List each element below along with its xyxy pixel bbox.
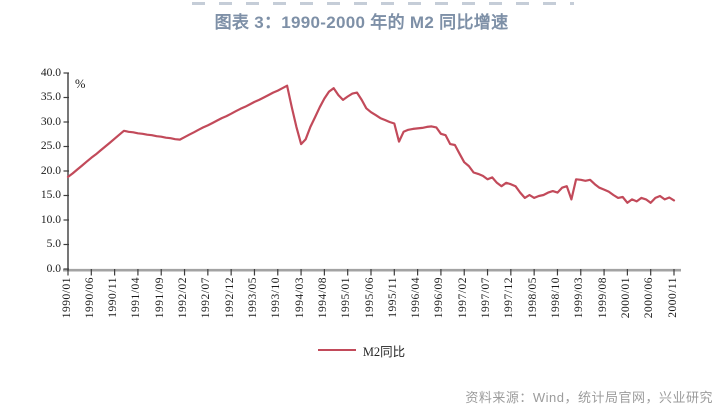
x-tick-label: 1997/02 <box>456 277 469 319</box>
y-tick-label: 35.0 <box>40 91 61 103</box>
x-tick-label: 1990/01 <box>60 277 73 319</box>
x-tick-label: 1998/05 <box>526 277 539 319</box>
x-tick-label: 1993/05 <box>246 277 259 319</box>
x-tick-label: 1993/10 <box>270 277 283 319</box>
legend-label: M2同比 <box>362 344 406 359</box>
legend-line-swatch <box>317 349 356 351</box>
x-tick-label: 1997/12 <box>503 277 516 319</box>
x-tick-label: 1991/09 <box>153 277 166 319</box>
x-tick-label: 1997/07 <box>480 277 493 319</box>
x-tick-label: 2000/01 <box>619 277 632 319</box>
x-tick-label: 1998/10 <box>549 277 562 319</box>
x-tick-label: 2000/06 <box>643 277 656 319</box>
x-tick-label: 1990/11 <box>107 277 120 318</box>
x-tick-label: 1999/08 <box>596 277 609 319</box>
x-tick-label: 1994/08 <box>316 277 329 319</box>
y-tick-label: 15.0 <box>40 189 61 201</box>
x-tick-label: 1994/03 <box>293 277 306 319</box>
legend: M2同比 <box>0 341 723 359</box>
x-tick-label: 1996/09 <box>433 277 446 319</box>
x-tick-label: 1992/12 <box>223 277 236 319</box>
x-tick-label: 1995/06 <box>363 277 376 319</box>
y-tick-label: 25.0 <box>40 140 61 152</box>
m2-series-line <box>66 84 676 204</box>
y-tick-label: 20.0 <box>40 164 61 177</box>
y-axis-unit-label: % <box>75 77 86 91</box>
x-tick-label: 1999/03 <box>573 277 586 319</box>
x-tick-label: 1995/11 <box>386 277 399 318</box>
x-tick-label: 1995/01 <box>340 277 353 319</box>
clipped-text-fragment <box>192 2 574 5</box>
x-tick-label: 1990/06 <box>83 277 96 319</box>
source-note: 资料来源：Wind，统计局官网，兴业研究 <box>465 390 713 405</box>
plot-area: 0.0 5.0 10.0 15.0 20.0 25.0 30.0 35.0 40.0 1990/… <box>40 66 681 319</box>
m2-line-chart <box>63 72 681 276</box>
y-tick-label: 0.0 <box>46 262 61 275</box>
x-tick-label: 1992/07 <box>200 277 213 319</box>
x-tick-label: 2000/11 <box>666 277 679 318</box>
y-tick-label: 40.0 <box>40 66 61 79</box>
y-tick-label: 10.0 <box>40 213 61 226</box>
y-tick-label: 30.0 <box>40 115 61 128</box>
chart-title: 图表 3：1990-2000 年的 M2 同比增速 <box>214 13 509 32</box>
y-tick-label: 5.0 <box>46 238 61 250</box>
x-tick-label: 1996/04 <box>410 277 423 319</box>
x-tick-label: 1992/02 <box>177 277 190 319</box>
x-tick-label: 1991/04 <box>130 277 143 319</box>
